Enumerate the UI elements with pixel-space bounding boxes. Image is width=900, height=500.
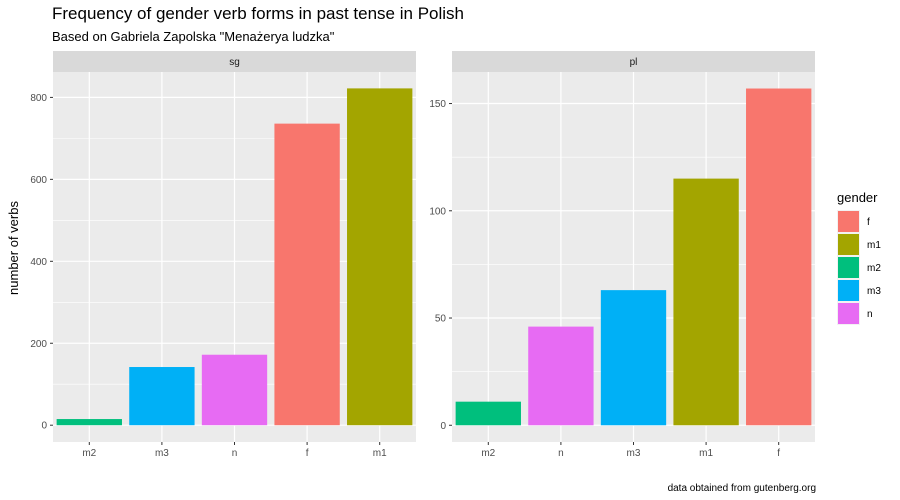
strip-background [53, 51, 416, 72]
bar-sg-n [201, 354, 268, 426]
chart-subtitle: Based on Gabriela Zapolska "Menażerya lu… [52, 29, 335, 44]
legend-keys: f m1 m2 m3 n [837, 210, 881, 325]
y-tick-label: 100 [429, 206, 446, 217]
x-tick-label: n [232, 448, 238, 459]
bar-pl-f [746, 88, 812, 426]
y-tick-label: 200 [30, 339, 47, 350]
legend-label-f: f [867, 217, 870, 228]
x-tick-label: m3 [155, 448, 169, 459]
legend-label-m3: m3 [867, 286, 881, 297]
y-tick-label: 0 [440, 421, 446, 432]
bar-pl-m3 [600, 290, 667, 426]
y-tick-label: 800 [30, 93, 47, 104]
caption: data obtained from gutenberg.org [668, 483, 816, 494]
legend-title: gender [837, 190, 878, 205]
strip-background [452, 51, 815, 72]
strip-label: pl [630, 57, 638, 68]
legend-label-m1: m1 [867, 240, 881, 251]
y-tick-label: 0 [41, 421, 47, 432]
strip-label: sg [229, 57, 240, 68]
facet-panels: sg 0 200 400 600 800 m2 m3 n f m1 pl 0 50 100 150 m2 n m3 m… [30, 51, 815, 459]
facet-pl: pl 0 50 100 150 m2 n m3 m1 f [429, 51, 815, 459]
x-tick-label: f [306, 448, 309, 459]
bar-sg-m3 [129, 367, 195, 426]
bar-sg-f [274, 123, 340, 426]
x-tick-label: m2 [82, 448, 96, 459]
chart-title: Frequency of gender verb forms in past t… [52, 4, 464, 23]
x-tick-label: m2 [481, 448, 495, 459]
x-tick-label: f [777, 448, 780, 459]
bar-pl-m1 [673, 178, 739, 426]
legend-swatch-n [838, 303, 859, 324]
legend-swatch-m1 [838, 234, 859, 255]
legend-swatch-m3 [838, 280, 859, 301]
facet-sg: sg 0 200 400 600 800 m2 m3 n f m1 [30, 51, 416, 459]
legend: gender f m1 m2 m3 n [837, 190, 881, 325]
bar-sg-m1 [347, 88, 413, 426]
legend-swatch-m2 [838, 257, 859, 278]
y-tick-label: 400 [30, 257, 47, 268]
bar-pl-n [528, 326, 594, 426]
legend-label-m2: m2 [867, 263, 881, 274]
y-tick-label: 50 [435, 314, 447, 325]
bar-sg-m2 [56, 419, 122, 426]
bar-pl-m2 [455, 401, 521, 426]
x-tick-label: m1 [373, 448, 387, 459]
x-tick-label: n [558, 448, 564, 459]
legend-label-n: n [867, 309, 873, 320]
y-tick-label: 600 [30, 175, 47, 186]
y-tick-label: 150 [429, 99, 446, 110]
y-axis-title: number of verbs [6, 201, 21, 295]
x-tick-label: m1 [699, 448, 713, 459]
x-tick-label: m3 [627, 448, 641, 459]
legend-swatch-f [838, 211, 859, 232]
